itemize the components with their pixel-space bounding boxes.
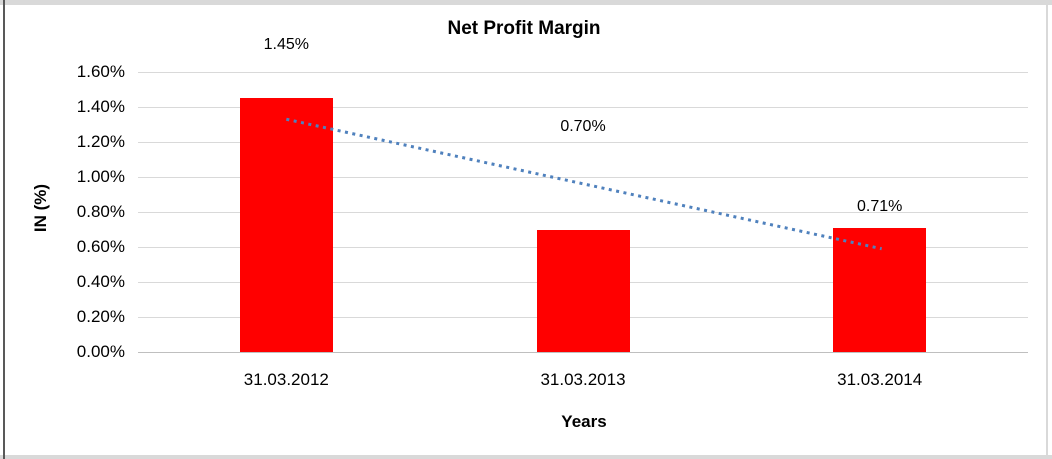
frame-border-right	[1046, 0, 1048, 459]
frame-border-top	[0, 0, 1052, 5]
bar	[833, 227, 927, 352]
y-tick-label: 0.40%	[76, 272, 125, 291]
bar	[239, 98, 333, 352]
x-category-label: 31.03.2013	[540, 370, 626, 389]
y-tick-label: 1.60%	[76, 62, 125, 81]
bar	[536, 229, 630, 352]
x-category-label: 31.03.2014	[837, 370, 923, 389]
y-tick-label: 0.00%	[76, 342, 125, 361]
gridline	[138, 72, 1028, 73]
x-axis-title: Years	[561, 412, 607, 431]
gridline	[138, 107, 1028, 108]
y-tick-label: 0.80%	[76, 202, 125, 221]
bar-data-label: 1.45%	[263, 36, 310, 53]
frame-border-left	[3, 0, 5, 459]
bar-data-label: 0.71%	[856, 198, 903, 215]
y-tick-label: 1.40%	[76, 97, 125, 116]
y-tick-label: 1.00%	[76, 167, 125, 186]
y-tick-label: 0.20%	[76, 307, 125, 326]
frame-border-bottom	[0, 455, 1052, 459]
y-tick-label: 0.60%	[76, 237, 125, 256]
x-category-label: 31.03.2012	[243, 370, 329, 389]
y-tick-label: 1.20%	[76, 132, 125, 151]
bar-data-label: 0.70%	[560, 118, 606, 135]
chart-title: Net Profit Margin	[447, 18, 601, 39]
x-axis-line	[138, 352, 1028, 353]
